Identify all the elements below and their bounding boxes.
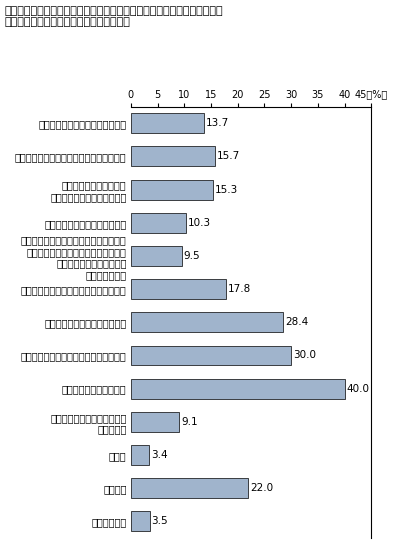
Bar	[131, 346, 291, 366]
Bar	[131, 412, 179, 432]
Text: 22.0: 22.0	[251, 483, 274, 493]
Text: 9.5: 9.5	[184, 251, 200, 261]
Bar	[131, 246, 182, 266]
Text: 「個人情報の流出がこわい」「インターネットによる悪徳商法がこわい」
「機器や通信にかかる費用が高い」が上位: 「個人情報の流出がこわい」「インターネットによる悪徳商法がこわい」 「機器や通信…	[4, 6, 222, 27]
Bar	[131, 512, 150, 531]
Text: 13.7: 13.7	[206, 118, 229, 128]
Text: 3.4: 3.4	[151, 450, 168, 460]
Bar	[131, 147, 215, 166]
Bar	[131, 312, 283, 332]
Bar	[131, 379, 345, 399]
Text: 9.1: 9.1	[182, 417, 198, 427]
Bar	[131, 478, 248, 498]
Bar	[131, 180, 213, 200]
Text: 10.3: 10.3	[188, 218, 211, 228]
Text: 30.0: 30.0	[293, 351, 316, 361]
Bar	[131, 113, 204, 133]
Bar	[131, 445, 149, 465]
Text: 28.4: 28.4	[285, 317, 308, 327]
Bar	[131, 279, 226, 299]
Text: 3.5: 3.5	[152, 517, 168, 526]
Text: 40.0: 40.0	[347, 384, 370, 394]
Text: 15.7: 15.7	[217, 152, 240, 161]
Text: 17.8: 17.8	[228, 284, 251, 294]
Bar	[131, 213, 186, 233]
Text: 15.3: 15.3	[215, 185, 238, 195]
